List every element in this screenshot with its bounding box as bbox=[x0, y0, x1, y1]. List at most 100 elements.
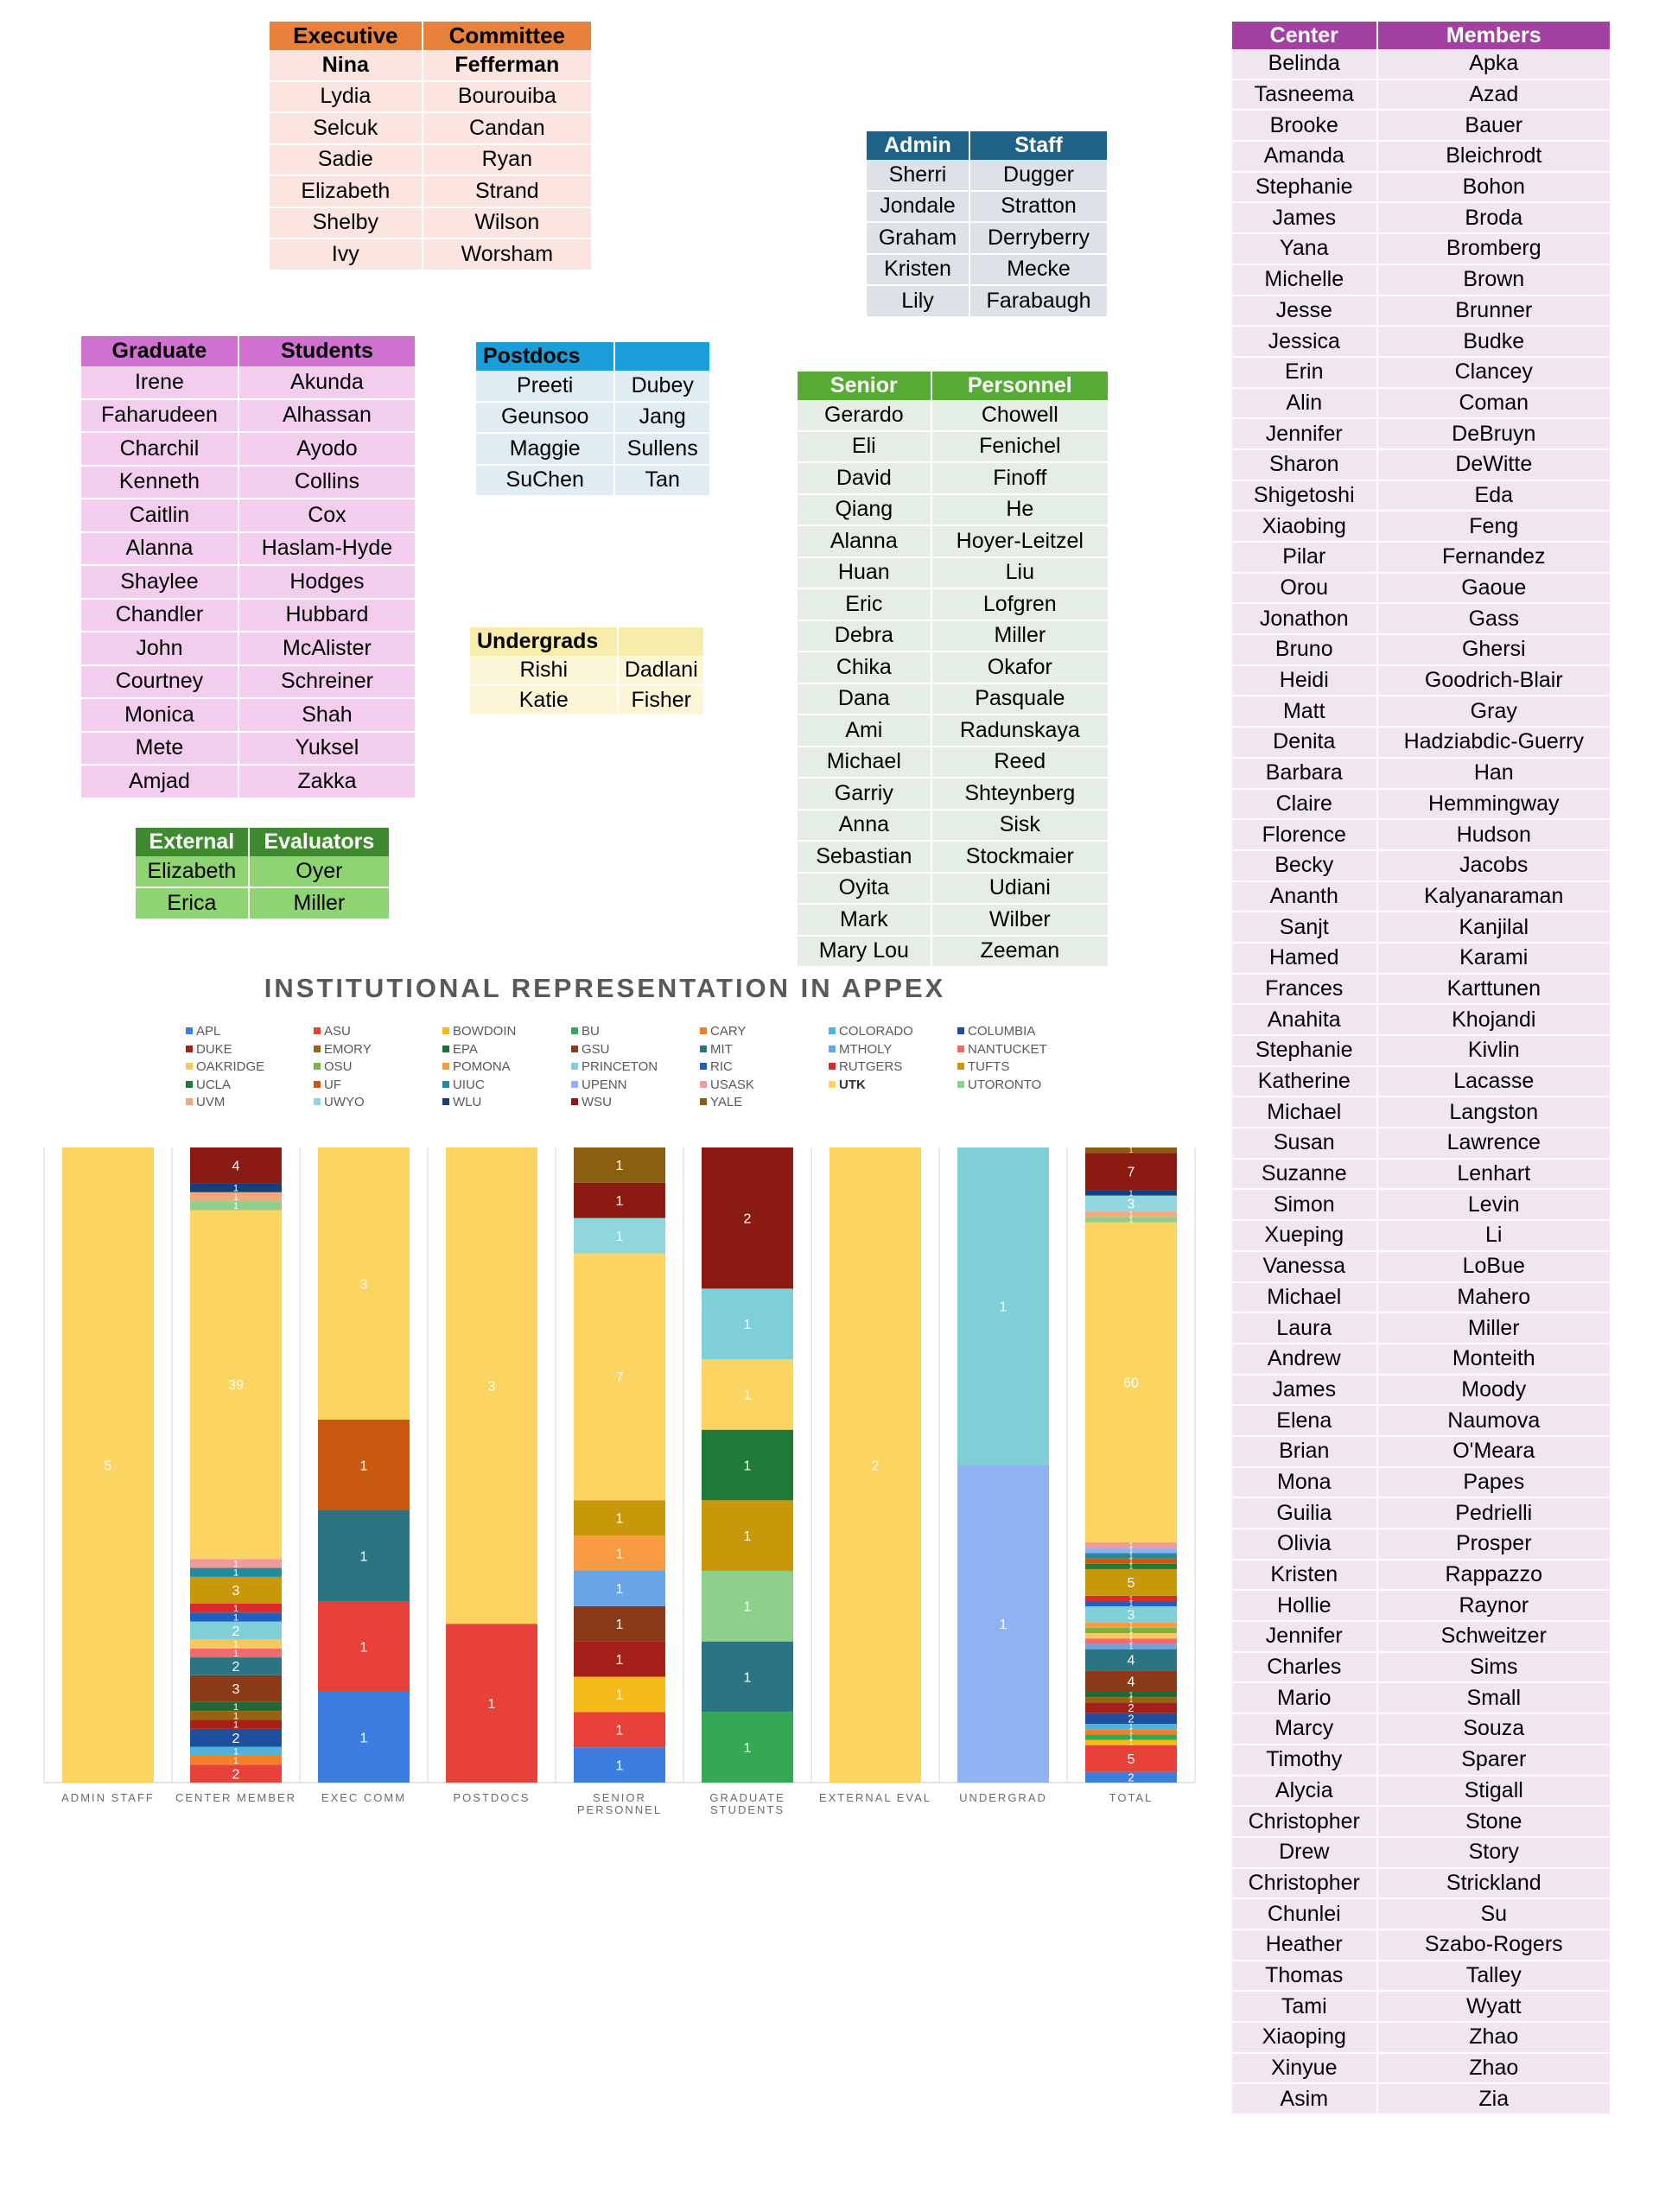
last-name-cell: Wilson bbox=[422, 207, 591, 239]
table-row: Anahita Khojandi bbox=[1232, 1004, 1610, 1036]
table-row: Claire Hemmingway bbox=[1232, 788, 1610, 821]
table-row: Rishi Dadlani bbox=[470, 656, 703, 686]
last-name-cell: Mecke bbox=[969, 253, 1107, 286]
legend-label: YALE bbox=[710, 1095, 743, 1109]
legend-item: ASU bbox=[314, 1024, 351, 1039]
first-name-cell: Gerardo bbox=[798, 400, 932, 432]
data-label: 2 bbox=[744, 1211, 752, 1226]
bar-segment bbox=[574, 1535, 665, 1571]
table-row: Guilia Pedrielli bbox=[1232, 1497, 1610, 1529]
first-name-cell: Xiaoping bbox=[1232, 2022, 1378, 2054]
first-name-cell: Charchil bbox=[81, 432, 239, 467]
legend-item: YALE bbox=[700, 1095, 742, 1109]
legend-swatch bbox=[700, 1098, 707, 1105]
bar-segment bbox=[1085, 1771, 1177, 1783]
center-members-table: Center Members Belinda Apka Tasneema Azad Broo… bbox=[1232, 22, 1610, 2116]
last-name-cell: Schweitzer bbox=[1376, 1621, 1610, 1653]
first-name-cell: Sherri bbox=[867, 160, 971, 192]
last-name-cell: Lenhart bbox=[1376, 1158, 1610, 1191]
legend-label: RUTGERS bbox=[839, 1059, 903, 1074]
legend-label: EMORY bbox=[324, 1041, 372, 1057]
bar-segment bbox=[446, 1147, 537, 1624]
first-name-cell: Pilar bbox=[1232, 542, 1378, 574]
last-name-cell: Prosper bbox=[1376, 1529, 1610, 1560]
table-row: Olivia Prosper bbox=[1232, 1529, 1610, 1560]
first-name-cell: Asim bbox=[1232, 2083, 1378, 2116]
table-row: Becky Jacobs bbox=[1232, 849, 1610, 882]
first-name-cell: Orou bbox=[1232, 572, 1378, 605]
last-name-cell: Gray bbox=[1376, 696, 1610, 728]
bar-segment bbox=[1085, 1548, 1177, 1554]
last-name-cell: DeWitte bbox=[1376, 448, 1610, 481]
bar-segment bbox=[190, 1639, 282, 1649]
last-name-cell: Finoff bbox=[931, 462, 1108, 495]
first-name-cell: Brian bbox=[1232, 1435, 1378, 1468]
bar-segment bbox=[1085, 1558, 1177, 1564]
first-name-cell: Kenneth bbox=[81, 465, 239, 499]
data-label: 1 bbox=[233, 1649, 238, 1659]
first-name-cell: Stephanie bbox=[1232, 171, 1378, 204]
table-row: Sherri Dugger bbox=[867, 160, 1107, 192]
last-name-cell: Schreiner bbox=[238, 664, 415, 699]
legend-label: POMONA bbox=[453, 1059, 511, 1074]
last-name-cell: Yuksel bbox=[238, 731, 415, 766]
external-evaluators-table: External Evaluators Elizabeth Oyer Erica Mill… bbox=[136, 828, 389, 920]
legend-label: BOWDOIN bbox=[453, 1024, 517, 1039]
table-row: Michelle Brown bbox=[1232, 264, 1610, 296]
data-label: 1 bbox=[616, 1618, 624, 1632]
data-label: 2 bbox=[232, 1767, 240, 1782]
table-row: Qiang He bbox=[798, 493, 1108, 526]
last-name-cell: Wilber bbox=[931, 904, 1108, 937]
last-name-cell: Clancey bbox=[1376, 356, 1610, 389]
last-name-cell: Eda bbox=[1376, 480, 1610, 512]
bar-segment bbox=[318, 1692, 410, 1783]
last-name-cell: Fernandez bbox=[1376, 542, 1610, 574]
first-name-cell: Lydia bbox=[270, 80, 423, 113]
last-name-cell: Naumova bbox=[1376, 1405, 1610, 1437]
last-name-cell: Haslam-Hyde bbox=[238, 531, 415, 566]
last-name-cell: Gass bbox=[1376, 603, 1610, 636]
bar-segment bbox=[702, 1429, 793, 1501]
legend-label: COLUMBIA bbox=[968, 1024, 1036, 1039]
first-name-cell: Mona bbox=[1232, 1466, 1378, 1499]
last-name-cell: Radunskaya bbox=[931, 715, 1108, 747]
first-name-cell: Ami bbox=[798, 715, 932, 747]
last-name-cell: Derryberry bbox=[969, 222, 1107, 255]
last-name-cell: Stigall bbox=[1376, 1775, 1610, 1808]
bar-segment bbox=[318, 1510, 410, 1601]
last-name-cell: Collins bbox=[238, 465, 415, 499]
table-row: Charles Sims bbox=[1232, 1651, 1610, 1684]
bar-segment bbox=[702, 1571, 793, 1642]
table-header-cell: Senior bbox=[798, 372, 932, 400]
data-label: 2 bbox=[232, 1660, 240, 1675]
first-name-cell: Ananth bbox=[1232, 880, 1378, 913]
first-name-cell: Erica bbox=[136, 887, 250, 920]
data-label: 1 bbox=[616, 1512, 624, 1527]
table-row: Heidi Goodrich-Blair bbox=[1232, 664, 1610, 697]
table-row: Chika Okafor bbox=[798, 652, 1108, 684]
data-label: 2 bbox=[232, 1732, 240, 1746]
legend-swatch bbox=[700, 1063, 707, 1070]
first-name-cell: Lily bbox=[867, 285, 971, 318]
data-label: 3 bbox=[1128, 1198, 1135, 1212]
table-row: Timothy Sparer bbox=[1232, 1744, 1610, 1777]
data-label: 3 bbox=[1128, 1608, 1135, 1623]
bar-segment bbox=[574, 1500, 665, 1536]
data-label: 4 bbox=[1128, 1675, 1135, 1689]
last-name-cell: Bleichrodt bbox=[1376, 141, 1610, 173]
first-name-cell: Marcy bbox=[1232, 1713, 1378, 1745]
table-row: Maggie Sullens bbox=[476, 433, 709, 466]
table-row: Andrew Monteith bbox=[1232, 1343, 1610, 1376]
bar-segment bbox=[1085, 1622, 1177, 1628]
last-name-cell: Dadlani bbox=[618, 656, 703, 686]
bar-segment bbox=[1085, 1729, 1177, 1735]
data-label: 1 bbox=[233, 1201, 238, 1211]
bar-segment bbox=[318, 1420, 410, 1510]
data-label: 1 bbox=[616, 1194, 624, 1209]
legend-swatch bbox=[957, 1063, 964, 1070]
bar-segment bbox=[1085, 1734, 1177, 1740]
table-row: Michael Reed bbox=[798, 746, 1108, 779]
last-name-cell: Reed bbox=[931, 746, 1108, 779]
last-name-cell: Udiani bbox=[931, 872, 1108, 905]
table-row: Ami Radunskaya bbox=[798, 715, 1108, 747]
